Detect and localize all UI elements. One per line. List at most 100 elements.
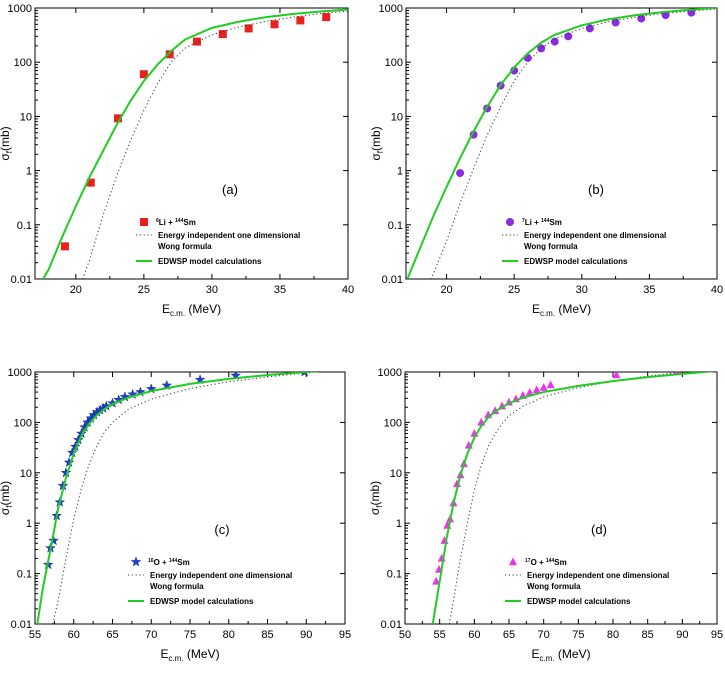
legend-entry-wong-2: Wong formula <box>158 242 212 251</box>
x-axis-label-main: E <box>532 302 540 316</box>
x-tick-label: 35 <box>643 284 655 296</box>
legend: 7Li + 144Sm Energy independent one dimens… <box>502 218 666 266</box>
x-tick-label: 90 <box>676 629 688 641</box>
data-point <box>114 114 123 123</box>
plot-frame <box>34 7 349 280</box>
x-axis-label-sub: c.m. <box>168 654 183 663</box>
legend-entry-data: 6Li + 144Sm <box>156 218 196 227</box>
data-point <box>60 242 69 251</box>
x-tick-label: 75 <box>184 629 196 641</box>
legend-sup: 144 <box>546 558 555 564</box>
chart-panel-d: 50 55 60 65 70 75 80 85 90 95 0.01 0.1 1 10 100 1000 Ec.… <box>368 367 723 663</box>
legend-entry-edwsp: EDWSP model calculations <box>527 597 631 606</box>
chart-panel-a: 20 25 30 35 40 0.01 0.1 1 10 100 1000 Ec.m. (MeV) σf… <box>0 3 354 318</box>
y-tick-label: 10 <box>20 468 32 480</box>
legend-mid: Li + <box>525 218 541 227</box>
x-axis-label: Ec.m. (MeV) <box>532 302 591 318</box>
y-tick-label: 0.1 <box>387 569 402 581</box>
y-axis-label-main: σ <box>369 153 383 161</box>
x-tick-label: 50 <box>399 629 411 641</box>
y-axis-label-sub: f <box>376 150 385 153</box>
x-tick-label: 55 <box>434 629 446 641</box>
x-tick-label: 85 <box>642 629 654 641</box>
x-tick-label: 20 <box>440 284 452 296</box>
legend-mid: O + <box>154 558 169 567</box>
panel-label: (a) <box>222 182 238 197</box>
legend-entry-wong-2: Wong formula <box>527 582 581 591</box>
edwsp-model-line <box>42 8 348 279</box>
legend-suffix: Sm <box>554 558 566 567</box>
legend-marker <box>140 218 148 226</box>
data-point <box>546 380 555 389</box>
legend-suffix: Sm <box>183 218 195 227</box>
panel-label: (b) <box>588 182 604 197</box>
legend-mid: Li + <box>159 218 175 227</box>
panel-label: (c) <box>214 522 229 537</box>
legend-mid: O + <box>531 558 546 567</box>
x-tick-label: 25 <box>508 284 520 296</box>
x-tick-label: 25 <box>138 284 150 296</box>
y-axis-label: σf(mb) <box>368 481 384 515</box>
y-tick-label: 1 <box>397 166 403 178</box>
x-tick-label: 95 <box>711 629 723 641</box>
y-tick-label: 0.1 <box>17 220 32 232</box>
x-tick-label: 80 <box>223 629 235 641</box>
data-point <box>63 456 75 468</box>
legend-entry-edwsp: EDWSP model calculations <box>158 257 262 266</box>
plot-area <box>431 372 717 624</box>
y-axis-label-main: σ <box>368 507 382 515</box>
x-axis-label: Ec.m. (MeV) <box>162 302 221 318</box>
data-point <box>139 70 148 79</box>
legend-suffix: Sm <box>549 218 561 227</box>
data-point <box>612 372 621 379</box>
x-axis-label: Ec.m. (MeV) <box>160 647 219 663</box>
y-axis-label: σf(mb) <box>0 126 14 160</box>
legend-entry-wong: Energy independent one dimensional <box>524 231 666 240</box>
data-point <box>525 388 534 396</box>
data-point <box>165 50 174 59</box>
data-point <box>453 479 461 488</box>
x-tick-label: 20 <box>70 284 82 296</box>
plot-area <box>406 8 717 279</box>
data-point <box>564 32 573 41</box>
x-tick-label: 80 <box>607 629 619 641</box>
data-point <box>661 11 670 20</box>
legend-sup: 16 <box>148 558 154 564</box>
y-axis-label-unit: (mb) <box>368 481 382 506</box>
legend-marker <box>130 556 142 567</box>
x-tick-label: 90 <box>300 629 312 641</box>
y-tick-label: 0.01 <box>11 619 32 631</box>
legend-entry-wong: Energy independent one dimensional <box>527 571 669 580</box>
x-axis-label-sub: c.m. <box>540 309 555 318</box>
x-tick-label: 35 <box>274 284 286 296</box>
data-point <box>532 385 541 394</box>
plot-area <box>36 372 325 624</box>
edwsp-model-line <box>431 372 717 624</box>
y-tick-label: 0.01 <box>381 619 402 631</box>
y-tick-label: 0.01 <box>382 274 403 286</box>
y-tick-label: 100 <box>384 417 402 429</box>
data-point <box>539 383 548 391</box>
x-tick-label: 40 <box>711 284 723 296</box>
x-tick-label: 85 <box>261 629 273 641</box>
x-tick-label: 65 <box>503 629 515 641</box>
data-point <box>432 576 441 585</box>
x-axis-label-unit: (MeV) <box>555 647 591 661</box>
y-tick-label: 100 <box>14 417 32 429</box>
data-point <box>244 24 253 33</box>
panel-label: (d) <box>591 522 607 537</box>
x-tick-label: 55 <box>29 629 41 641</box>
data-point <box>550 37 559 46</box>
x-tick-label: 70 <box>145 629 157 641</box>
y-axis-label-main: σ <box>0 153 12 161</box>
legend: 6Li + 144Sm Energy independent one dimens… <box>136 218 300 266</box>
y-tick-label: 10 <box>20 111 32 123</box>
data-point <box>86 178 95 187</box>
data-point <box>270 20 279 29</box>
x-axis-label-sub: c.m. <box>539 654 554 663</box>
y-tick-label: 100 <box>14 57 32 69</box>
legend-sup: 144 <box>541 218 550 224</box>
plot-frame <box>405 7 718 280</box>
y-axis-label-sub: f <box>375 505 384 508</box>
